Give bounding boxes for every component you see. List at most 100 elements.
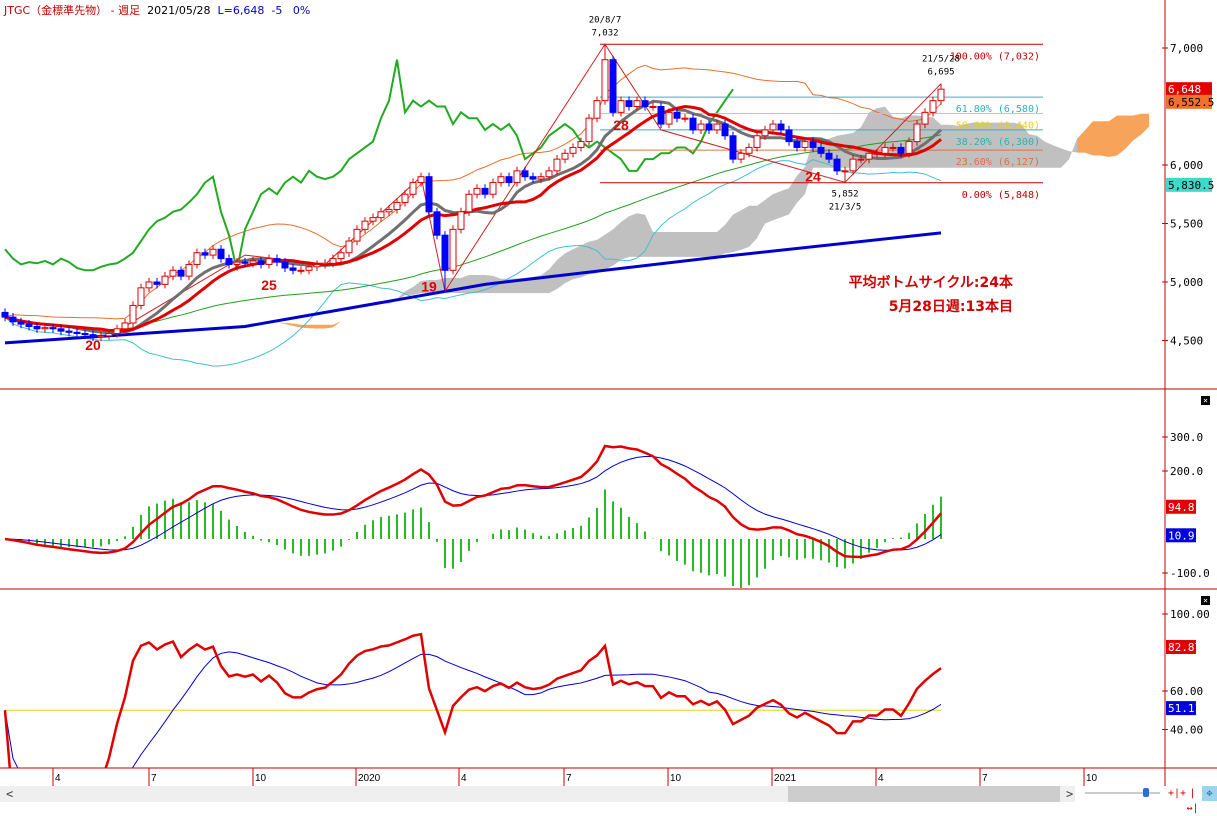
- change-pct: 0%: [292, 4, 311, 17]
- indicator-value-box: [1166, 499, 1196, 514]
- macd-line: [4, 444, 942, 559]
- candle-body: [337, 252, 345, 260]
- candle-body: [721, 123, 729, 137]
- zoom-slider[interactable]: [1085, 786, 1160, 802]
- candle-body: [185, 263, 193, 277]
- indicator-value-box: [1166, 701, 1196, 716]
- candle-body: [409, 182, 417, 195]
- candle-body: [425, 176, 433, 213]
- ichimoku-cloud-segment: [669, 231, 677, 257]
- ichimoku-cloud-segment: [637, 213, 645, 257]
- ichimoku-cloud-segment: [557, 253, 565, 290]
- candle-body: [585, 117, 593, 143]
- symbol-title: JTGC（金標準先物） - 週足: [4, 4, 141, 17]
- ichimoku-cloud-segment: [949, 124, 957, 168]
- scroll-left-arrow[interactable]: <: [6, 787, 14, 801]
- ichimoku-cloud-segment: [685, 231, 693, 257]
- ichimoku-cloud-segment: [709, 231, 717, 257]
- price-label-box: [1166, 177, 1212, 192]
- price-annotation: 6,695: [927, 68, 954, 78]
- indicator-value-label: 94.8: [1168, 501, 1195, 514]
- candle-body: [489, 182, 497, 195]
- candle-body: [217, 248, 225, 260]
- ichimoku-cloud-segment: [341, 312, 349, 322]
- candle-body: [929, 100, 937, 113]
- candle-body: [529, 176, 537, 180]
- candle-body: [129, 304, 137, 324]
- ichimoku-cloud-segment: [1005, 122, 1013, 168]
- ichimoku-cloud-segment: [749, 205, 757, 247]
- zoom-slider-knob[interactable]: [1142, 788, 1149, 797]
- candle-body: [513, 170, 521, 184]
- lower-band-line: [4, 159, 942, 367]
- macd-panel-close-button[interactable]: ×: [1201, 396, 1210, 405]
- ichimoku-cloud-segment: [661, 231, 669, 257]
- candle-body: [889, 146, 897, 149]
- candle-body: [193, 252, 201, 265]
- candle-body: [441, 234, 449, 271]
- candle-body: [249, 260, 257, 264]
- x-axis-tick-label: 10: [1086, 773, 1098, 784]
- ichimoku-cloud-segment: [1085, 121, 1093, 156]
- crosshair-tool-icon[interactable]: +|+: [1168, 788, 1187, 799]
- candle-body: [465, 193, 473, 213]
- candle-body: [25, 323, 33, 327]
- candle-body: [625, 100, 633, 108]
- fibonacci-level-label: 100.00% (7,032): [950, 51, 1040, 62]
- candle-body: [137, 287, 145, 306]
- fibonacci-level-label: 0.00% (5,848): [962, 190, 1040, 201]
- indicator-value-label: 82.87: [1168, 641, 1201, 654]
- fibonacci-level-label: 50.00% (6,440): [956, 121, 1040, 132]
- candle-body: [377, 211, 385, 219]
- measure-tool-icon[interactable]: |↔|: [1186, 788, 1199, 814]
- candle-body: [505, 176, 513, 184]
- ichimoku-cloud-segment: [1053, 145, 1061, 168]
- candle-body: [169, 269, 177, 277]
- pan-tool-icon[interactable]: ✥: [1202, 786, 1217, 801]
- ichimoku-cloud-segment: [717, 224, 725, 257]
- candle-body: [713, 123, 721, 131]
- candle-body: [865, 152, 873, 160]
- candle-body: [849, 158, 857, 172]
- candle-body: [121, 322, 129, 330]
- fibonacci-level-label: 38.20% (6,300): [956, 137, 1040, 148]
- candle-body: [353, 228, 361, 242]
- ichimoku-cloud-segment: [653, 231, 661, 257]
- candle-body: [265, 258, 273, 265]
- ichimoku-cloud-segment: [581, 241, 589, 278]
- price-panel: 100.00% (7,032) 61.80% (6,580) 50.00% (6,4…: [1, 15, 1149, 367]
- x-axis-tick-label: 4: [55, 773, 61, 784]
- ichimoku-cloud-segment: [941, 124, 949, 168]
- ichimoku-cloud-segment: [1077, 130, 1085, 153]
- chart-tools: +|+ |↔| ✥: [1168, 786, 1217, 814]
- oscillator-panel-close-button[interactable]: ×: [1201, 596, 1210, 605]
- candle-body: [617, 100, 625, 113]
- price-label: 6,648: [1168, 83, 1201, 96]
- ichimoku-cloud-segment: [237, 319, 245, 321]
- candle-body: [905, 141, 913, 154]
- candle-body: [913, 123, 921, 143]
- candle-body: [777, 123, 785, 131]
- y-axis-tick-label: 6,000: [1170, 159, 1203, 172]
- ichimoku-cloud-segment: [1069, 138, 1077, 160]
- candle-body: [65, 330, 73, 333]
- candle-body: [673, 111, 681, 119]
- ichimoku-cloud-segment: [421, 279, 429, 294]
- scroll-right-arrow[interactable]: >: [1066, 787, 1074, 801]
- candle-body: [569, 146, 577, 154]
- x-axis-tick-label: 2021: [774, 773, 797, 784]
- candle-body: [641, 100, 649, 108]
- last-price: L=6,648: [217, 4, 265, 17]
- ichimoku-cloud-segment: [645, 214, 653, 257]
- chart-canvas[interactable]: 100.00% (7,032) 61.80% (6,580) 50.00% (6,4…: [0, 0, 1217, 786]
- scrollbar-thumb[interactable]: [788, 786, 1060, 802]
- price-annotation: 5,852: [831, 189, 858, 199]
- horizontal-scrollbar[interactable]: < >: [0, 786, 1075, 802]
- x-axis-tick-label: 4: [878, 773, 884, 784]
- ichimoku-cloud-segment: [1117, 115, 1125, 156]
- candle-body: [561, 152, 569, 160]
- candle-body: [321, 262, 329, 265]
- long-ma-line: [4, 231, 942, 345]
- ichimoku-cloud-segment: [781, 188, 789, 218]
- ichimoku-cloud-segment: [317, 324, 325, 329]
